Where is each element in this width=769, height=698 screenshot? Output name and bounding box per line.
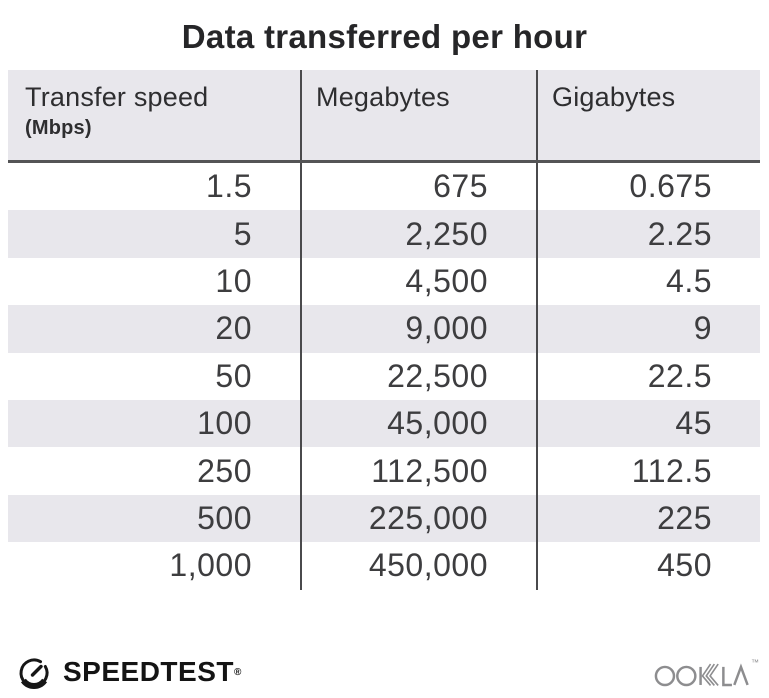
table-cell: 45,000	[302, 399, 538, 448]
table-row: 5 2,250 2.25	[8, 210, 760, 258]
page-title: Data transferred per hour	[181, 18, 588, 55]
speedtest-logo: SPEEDTEST ®	[14, 652, 241, 692]
table-cell: 225,000	[302, 494, 538, 543]
table-row: 50 22,500 22.5	[8, 352, 760, 400]
data-table: Transfer speed (Mbps) Megabytes Gigabyte…	[8, 70, 760, 590]
table-cell: 10	[8, 257, 302, 306]
trademark-mark: ™	[751, 658, 759, 667]
table-cell: 112,500	[302, 447, 538, 495]
table-cell: 2,250	[302, 210, 538, 258]
table-cell: 45	[675, 405, 712, 442]
table-cell: 100	[8, 399, 302, 448]
ookla-wordmark-icon	[654, 663, 749, 687]
column-header-label: Transfer speed	[25, 82, 209, 112]
table-cell: 500	[8, 494, 302, 543]
table-row: 20 9,000 9	[8, 305, 760, 353]
column-header-megabytes: Megabytes	[302, 70, 538, 160]
table-cell: 450,000	[302, 542, 538, 590]
table-cell: 20	[8, 305, 302, 353]
column-header-gigabytes: Gigabytes	[538, 70, 760, 160]
table-header-row: Transfer speed (Mbps) Megabytes Gigabyte…	[8, 70, 760, 163]
table-cell: 1,000	[8, 542, 302, 590]
table-row: 500 225,000 225	[8, 494, 760, 543]
table-row: 250 112,500 112.5	[8, 447, 760, 495]
table-body: 1.5 675 0.675 5 2,250 2.25 10 4,500 4.5 20 9,000 9 5…	[8, 163, 760, 590]
table-cell: 2.25	[647, 215, 712, 252]
table-cell: 22.5	[647, 357, 712, 394]
table-cell: 5	[8, 210, 302, 258]
table-cell: 225	[657, 499, 712, 536]
column-header-label: Gigabytes	[552, 82, 676, 112]
table-cell: 112.5	[631, 452, 712, 489]
speedtest-gauge-icon	[19, 658, 49, 689]
table-cell: 450	[657, 547, 712, 584]
table-row: 1,000 450,000 450	[8, 542, 760, 590]
table-cell: 0.675	[629, 168, 712, 205]
table-row: 10 4,500 4.5	[8, 257, 760, 306]
column-header-unit: (Mbps)	[25, 117, 92, 139]
table-row: 1.5 675 0.675	[8, 163, 760, 211]
ookla-logo: ™	[654, 656, 759, 694]
table-cell: 9	[693, 310, 712, 347]
table-cell: 50	[8, 352, 302, 400]
registered-trademark-mark: ®	[233, 666, 242, 678]
table-cell: 1.5	[8, 163, 302, 211]
table-row: 100 45,000 45	[8, 399, 760, 448]
table-cell: 250	[8, 447, 302, 495]
table-cell: 4.5	[666, 262, 712, 299]
table-cell: 4,500	[302, 257, 538, 306]
table-cell: 9,000	[302, 305, 538, 353]
table-cell: 22,500	[302, 352, 538, 400]
speedtest-wordmark: SPEEDTEST	[63, 656, 234, 687]
table-cell: 675	[302, 163, 538, 211]
column-header-label: Megabytes	[316, 82, 450, 112]
column-header-transfer-speed: Transfer speed (Mbps)	[8, 70, 302, 160]
